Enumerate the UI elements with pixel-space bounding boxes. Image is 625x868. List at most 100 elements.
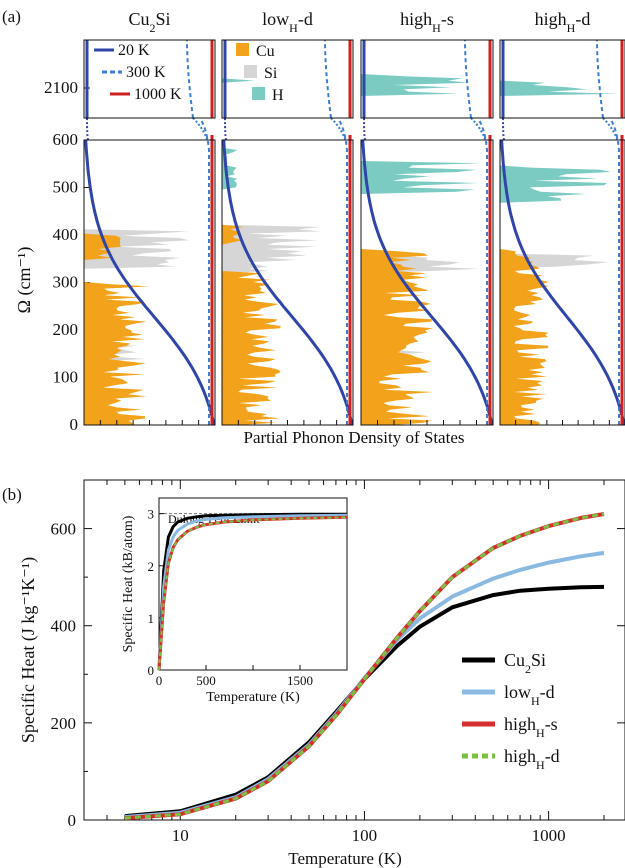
- legend-label: highH-s: [504, 714, 558, 740]
- dos-panel-title: highH-s: [400, 9, 454, 35]
- legend-label-temp: 300 K: [126, 64, 166, 81]
- dos-area-cu: [222, 140, 281, 425]
- occupation-curve-300k: [200, 119, 210, 425]
- dos-panel-title: Cu2Si: [128, 9, 170, 35]
- occupation-curve-20k: [222, 139, 354, 426]
- occupation-curve-300k-upper: [186, 39, 194, 119]
- panel-frame-upper: [499, 39, 625, 119]
- dos-panel-title: highH-d: [535, 9, 591, 35]
- inset-x-tick-label: 1500: [287, 673, 313, 688]
- dos-panel-title: lowH-d: [262, 9, 313, 35]
- series-line: [124, 512, 605, 820]
- occupation-curve-300k: [610, 119, 620, 425]
- panel-b-ylabel: Specific Heat (J kg⁻¹K⁻¹): [18, 557, 39, 743]
- tick-label-omega: 0: [70, 415, 79, 434]
- legend-label-species: Si: [264, 65, 278, 82]
- legend-swatch-species: [236, 43, 249, 56]
- axis-break-connector: [470, 117, 488, 146]
- panel-frame-upper: [221, 39, 354, 119]
- inset-x-tick-label: 500: [196, 673, 216, 688]
- legend-label-species: H: [272, 87, 284, 104]
- x-tick-label: 10: [172, 826, 189, 845]
- dos-panel-2: [360, 39, 494, 426]
- tick-label-omega: 300: [53, 273, 79, 292]
- axis-break-connector: [192, 117, 210, 146]
- axis-break-connector: [502, 117, 505, 141]
- axis-break-connector: [363, 117, 366, 141]
- inset-ylabel: Specific Heat (kB/atom): [121, 515, 136, 652]
- x-tick-label: 100: [352, 826, 378, 845]
- panel-frame-upper: [360, 39, 494, 119]
- occupation-curve-20k: [361, 139, 494, 426]
- dos-area-h-upper: [222, 40, 256, 118]
- legend-label-temp: 1000 K: [134, 86, 182, 103]
- x-tick-label: 1000: [532, 826, 566, 845]
- panel-a-legend: 20 K 300 K 1000 K Cu Si H: [94, 42, 284, 104]
- legend-label: lowH-d: [504, 682, 555, 708]
- dos-panel-3: [499, 39, 625, 426]
- occupation-curve-300k-upper: [596, 39, 604, 119]
- panel-a-xlabel: Partial Phonon Density of States: [244, 428, 465, 447]
- dos-panel-0: [83, 39, 216, 426]
- inset-xlabel: Temperature (K): [206, 690, 300, 705]
- dos-area-h: [222, 140, 238, 425]
- inset-series-line: [157, 513, 348, 671]
- y-tick-label: 400: [51, 617, 77, 636]
- legend-label: Cu2Si: [504, 650, 546, 676]
- tick-label-omega: 200: [53, 320, 79, 339]
- axis-break-connector: [86, 117, 89, 141]
- tick-label-omega-upper: 2100: [44, 78, 78, 97]
- legend-label-temp: 20 K: [118, 42, 150, 59]
- axis-break-connector: [224, 117, 227, 141]
- inset-y-tick-label: 2: [148, 559, 155, 574]
- tick-label-omega: 500: [53, 178, 79, 197]
- dos-area-cu: [84, 140, 150, 425]
- inset-y-tick-label: 0: [148, 663, 155, 678]
- tick-label-omega: 100: [53, 368, 79, 387]
- panel-frame-upper: [83, 39, 216, 119]
- legend-swatch-species: [252, 87, 265, 100]
- occupation-curve-300k-upper: [324, 39, 332, 119]
- panel-b-label: (b): [2, 485, 22, 504]
- occupation-curve-300k: [338, 119, 348, 425]
- dos-area-h-upper: [500, 40, 619, 118]
- panel-a-ylabel: Ω (cm⁻¹): [14, 247, 35, 314]
- inset-frame: [158, 497, 348, 671]
- legend-swatch-species: [244, 65, 257, 78]
- y-tick-label: 200: [51, 714, 77, 733]
- panel-a-titles: Cu2Si lowH-d highH-s highH-d: [128, 9, 590, 35]
- inset-series-line: [158, 516, 348, 671]
- dos-area-h-upper: [361, 40, 469, 118]
- panel-a-ticks-lower: 0 100 200 300 400 500 600: [53, 130, 90, 434]
- tick-label-omega: 600: [53, 130, 79, 149]
- dos-panel-1: [221, 39, 354, 426]
- panel-a-ticks-upper: 2100: [44, 78, 90, 97]
- legend-label-species: Cu: [256, 43, 275, 60]
- dos-area-cu: [500, 140, 549, 425]
- inset-y-tick-label: 3: [148, 507, 155, 522]
- occupation-curve-300k-upper: [464, 39, 472, 119]
- panel-a-dos-panels: [83, 39, 625, 426]
- inset-y-tick-label: 1: [148, 611, 155, 626]
- axis-break-connector: [602, 117, 620, 146]
- occupation-curve-20k: [500, 139, 625, 426]
- dos-area-h: [361, 140, 482, 425]
- dos-area-h: [500, 140, 611, 425]
- occupation-curve-300k: [478, 119, 488, 425]
- inset-series-line: [157, 512, 347, 671]
- dos-area-cu: [361, 140, 434, 425]
- inset-x-tick-label: 0: [156, 673, 163, 688]
- tick-label-omega: 400: [53, 225, 79, 244]
- panel-b-legend: Cu2Si lowH-d highH-s highH-d: [462, 650, 560, 772]
- series-line: [124, 584, 605, 819]
- legend-label: highH-d: [504, 746, 560, 772]
- y-tick-label: 600: [51, 520, 77, 539]
- y-tick-label: 0: [68, 811, 77, 830]
- axis-break-connector: [330, 117, 348, 146]
- panel-a-label: (a): [2, 7, 21, 26]
- occupation-curve-20k: [84, 139, 216, 426]
- panel-b-xlabel: Temperature (K): [288, 849, 402, 868]
